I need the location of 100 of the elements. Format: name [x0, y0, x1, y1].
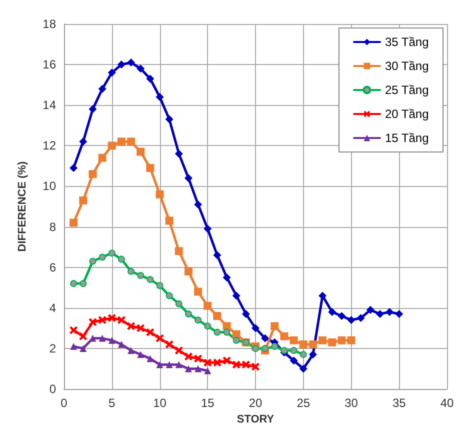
point [88, 105, 97, 114]
point [156, 334, 164, 342]
point [156, 361, 164, 368]
point [70, 218, 78, 227]
point [117, 316, 126, 324]
point [376, 310, 384, 318]
y-tick-label: 0 [49, 382, 56, 396]
point [299, 364, 308, 373]
legend-label: 30 Tầng [384, 59, 429, 73]
point [232, 360, 240, 369]
legend-label: 25 Tầng [384, 83, 429, 97]
point [270, 322, 279, 330]
point [204, 367, 212, 374]
point [299, 340, 308, 348]
point [98, 254, 106, 261]
point [242, 360, 250, 369]
point [184, 352, 192, 361]
x-tick-label: 35 [392, 396, 406, 410]
y-tick-label: 18 [42, 17, 56, 31]
point [117, 138, 126, 146]
point [165, 340, 174, 348]
point [194, 316, 202, 324]
y-tick-label: 8 [49, 220, 56, 234]
point [204, 322, 212, 330]
point [166, 361, 173, 368]
x-tick-label: 40 [440, 396, 454, 410]
point [156, 282, 164, 290]
legend-label: 15 Tầng [384, 131, 429, 145]
point [386, 308, 394, 316]
point [223, 328, 230, 336]
point [204, 302, 212, 310]
point [395, 310, 404, 318]
legend-label: 35 Tầng [384, 35, 429, 49]
point [271, 342, 278, 350]
point [184, 174, 192, 182]
point [70, 280, 78, 288]
y-tick-label: 2 [49, 341, 56, 356]
point [213, 312, 222, 320]
point [108, 68, 116, 77]
point [328, 308, 336, 316]
point [194, 354, 202, 363]
point [127, 138, 136, 146]
point [146, 164, 154, 172]
point [213, 251, 222, 260]
point [290, 346, 298, 354]
point [184, 267, 192, 276]
point [300, 351, 307, 358]
x-tick-label: 25 [296, 396, 310, 410]
point [98, 316, 106, 324]
point [232, 292, 240, 300]
point [347, 336, 356, 344]
point [79, 138, 88, 146]
point [156, 93, 164, 101]
legend-label: 20 Tầng [384, 107, 429, 121]
point [184, 310, 192, 318]
y-tick-label: 16 [42, 58, 56, 72]
point [136, 148, 145, 156]
point [232, 336, 240, 344]
point [222, 273, 231, 282]
point [214, 328, 221, 336]
y-tick-label: 4 [49, 300, 56, 315]
point [127, 58, 136, 67]
point [108, 142, 116, 150]
point [146, 74, 154, 83]
x-tick-label: 20 [248, 396, 262, 410]
point [252, 324, 260, 332]
point [137, 272, 144, 279]
point [347, 316, 356, 324]
x-tick-label: 10 [153, 396, 167, 410]
point [261, 334, 270, 342]
x-tick-label: 15 [200, 396, 215, 410]
point [127, 322, 136, 330]
point [146, 276, 154, 283]
point [88, 318, 97, 326]
point [166, 292, 173, 300]
point [79, 332, 88, 340]
point [98, 84, 106, 93]
point [338, 336, 346, 344]
point [89, 334, 96, 342]
point [136, 324, 145, 332]
point [175, 300, 182, 308]
point [328, 338, 336, 346]
point [175, 361, 182, 368]
y-tick-label: 14 [42, 98, 56, 112]
y-tick-label: 12 [42, 138, 56, 153]
point [88, 170, 97, 178]
point [194, 288, 202, 296]
point [318, 336, 327, 344]
x-tick-label: 30 [344, 396, 358, 410]
point [262, 344, 269, 352]
point [213, 358, 222, 367]
point [204, 224, 212, 233]
point [146, 328, 154, 336]
point [146, 355, 154, 362]
y-tick-label: 6 [49, 260, 56, 274]
y-axis-title: DIFFERENCE (%) [16, 160, 28, 252]
point [70, 342, 78, 350]
point [118, 340, 125, 348]
x-tick-label: 0 [60, 396, 68, 410]
point [222, 322, 231, 330]
